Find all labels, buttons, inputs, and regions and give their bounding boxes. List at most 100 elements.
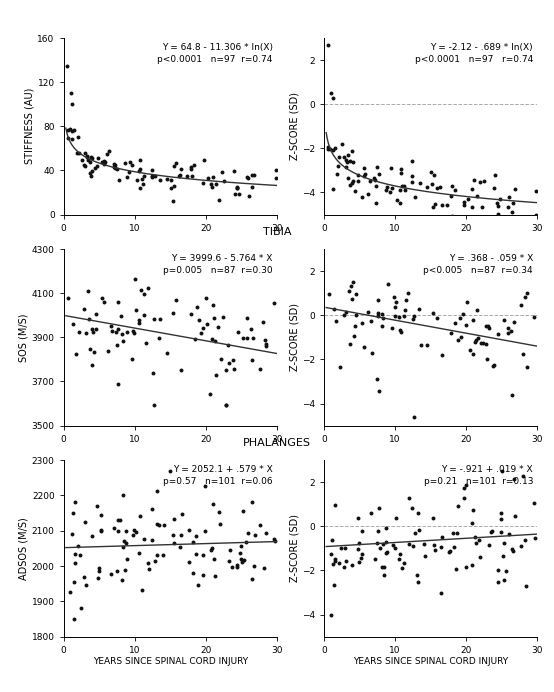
Point bbox=[490, 359, 499, 370]
Point bbox=[224, 556, 233, 567]
Point bbox=[89, 326, 98, 337]
Point bbox=[423, 181, 432, 192]
Point bbox=[347, 178, 356, 189]
Point bbox=[340, 562, 348, 573]
Point bbox=[345, 338, 354, 349]
Point bbox=[382, 547, 391, 558]
Point bbox=[106, 320, 115, 331]
Point bbox=[135, 314, 143, 325]
Point bbox=[74, 540, 83, 552]
Point bbox=[88, 324, 96, 335]
Point bbox=[67, 528, 76, 539]
Point bbox=[140, 288, 148, 299]
Point bbox=[191, 334, 199, 345]
Point bbox=[398, 563, 407, 574]
Point bbox=[367, 507, 376, 518]
Point bbox=[211, 571, 220, 582]
Point bbox=[347, 145, 356, 156]
Point bbox=[140, 534, 148, 545]
Point bbox=[222, 399, 230, 410]
Point bbox=[472, 190, 481, 201]
Point bbox=[84, 154, 93, 165]
Point bbox=[196, 327, 205, 338]
Point bbox=[365, 176, 374, 187]
Point bbox=[432, 313, 441, 324]
Point bbox=[96, 525, 105, 536]
Point bbox=[522, 361, 531, 372]
Point bbox=[505, 219, 514, 230]
Point bbox=[459, 482, 468, 493]
Point bbox=[199, 177, 208, 188]
Point bbox=[113, 339, 122, 350]
Point bbox=[136, 511, 145, 522]
Point bbox=[445, 545, 454, 556]
Point bbox=[475, 176, 484, 188]
Point bbox=[259, 317, 268, 328]
Point bbox=[68, 508, 77, 519]
Point bbox=[391, 302, 399, 313]
Point bbox=[172, 295, 181, 306]
Point bbox=[177, 508, 186, 519]
Point bbox=[145, 564, 153, 575]
Point bbox=[346, 281, 355, 292]
Point bbox=[160, 520, 169, 531]
Point bbox=[324, 289, 333, 300]
Point bbox=[354, 544, 363, 555]
Point bbox=[184, 525, 193, 536]
Point bbox=[131, 304, 140, 315]
Point bbox=[206, 388, 214, 399]
Point bbox=[508, 390, 517, 401]
Point bbox=[88, 166, 97, 177]
Point bbox=[148, 368, 157, 379]
Point bbox=[350, 331, 358, 342]
Point bbox=[337, 138, 346, 149]
Point bbox=[156, 313, 165, 324]
Point bbox=[168, 529, 177, 540]
Point bbox=[468, 183, 476, 194]
Point bbox=[382, 536, 391, 547]
Point bbox=[499, 314, 508, 325]
Point bbox=[103, 345, 112, 356]
Point bbox=[87, 152, 96, 163]
Point bbox=[209, 172, 218, 183]
Point bbox=[233, 182, 242, 193]
Point bbox=[137, 173, 146, 184]
Point bbox=[183, 170, 192, 181]
Point bbox=[260, 335, 269, 346]
Point bbox=[381, 185, 390, 196]
Point bbox=[348, 176, 357, 187]
Point bbox=[397, 163, 406, 174]
Point bbox=[249, 332, 258, 343]
Point bbox=[335, 151, 343, 162]
Point bbox=[435, 182, 444, 193]
Point bbox=[448, 181, 457, 192]
Point bbox=[343, 156, 352, 167]
Point bbox=[348, 560, 357, 571]
Point bbox=[363, 189, 372, 200]
Point bbox=[192, 531, 201, 542]
Point bbox=[394, 554, 403, 565]
Point bbox=[152, 519, 161, 530]
Point bbox=[97, 525, 106, 536]
Point bbox=[340, 152, 348, 163]
Point bbox=[357, 553, 366, 564]
Text: PHALANGES: PHALANGES bbox=[243, 438, 311, 448]
Point bbox=[144, 557, 153, 568]
Point bbox=[435, 213, 444, 224]
Point bbox=[402, 295, 411, 306]
Point bbox=[199, 155, 208, 166]
Point bbox=[137, 585, 146, 596]
Point bbox=[76, 549, 85, 561]
Point bbox=[81, 327, 90, 338]
Point bbox=[117, 574, 126, 585]
Point bbox=[135, 317, 143, 328]
Point bbox=[448, 210, 456, 221]
Point bbox=[352, 309, 361, 320]
Point bbox=[485, 540, 494, 551]
Point bbox=[489, 361, 497, 372]
Point bbox=[532, 185, 541, 197]
Point bbox=[239, 332, 248, 343]
Point bbox=[93, 161, 101, 172]
Point bbox=[221, 399, 230, 410]
Point bbox=[395, 311, 404, 322]
